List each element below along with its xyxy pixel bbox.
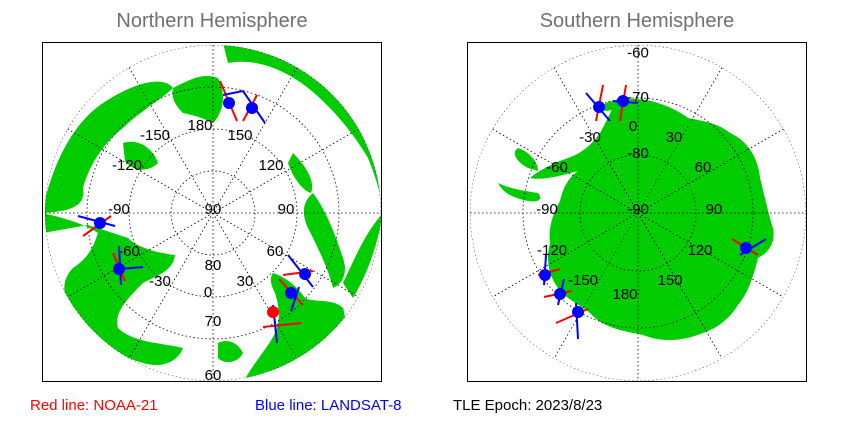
legend-tle-epoch: TLE Epoch: 2023/8/23 — [453, 397, 603, 414]
south-satellite-marker — [731, 238, 767, 256]
north-lon-label: -30 — [149, 273, 171, 290]
south-lat-label: -90 — [627, 201, 649, 218]
north-lat-label: 60 — [205, 367, 222, 383]
north-lon-label: 90 — [278, 201, 295, 218]
south-map-panel: 0 30 -30 60 -60 90 -90 120 -120 150 -150… — [467, 42, 807, 382]
south-lon-label: -150 — [568, 272, 598, 289]
north-satellite-marker — [262, 304, 302, 344]
north-lon-label: 120 — [258, 157, 283, 174]
south-lat-label: -60 — [627, 44, 649, 61]
legend-blue-line: Blue line: LANDSAT-8 — [255, 397, 402, 414]
antarctica-land — [498, 98, 774, 341]
south-satellite-marker — [585, 84, 611, 122]
south-lon-label: 30 — [666, 129, 683, 146]
south-graticule — [470, 45, 806, 381]
north-lat-label: 90 — [205, 201, 222, 218]
north-lon-label: -90 — [108, 201, 130, 218]
south-lon-label: 90 — [706, 201, 723, 218]
south-lon-label: -90 — [536, 201, 558, 218]
north-lon-label: -60 — [118, 243, 140, 260]
south-lon-label: 150 — [657, 272, 682, 289]
south-title: Southern Hemisphere — [539, 10, 735, 32]
north-lat-label: 70 — [205, 313, 222, 330]
south-satellite-marker — [555, 302, 589, 340]
north-satellite-markers — [77, 80, 314, 344]
north-lon-label: 0 — [204, 284, 212, 301]
south-lat-label: -80 — [627, 145, 649, 162]
south-satellite-marker — [612, 84, 639, 122]
north-title: Northern Hemisphere — [116, 10, 308, 32]
north-satellite-marker — [282, 254, 314, 288]
south-lon-label: 60 — [695, 159, 712, 176]
north-lon-label: -120 — [112, 157, 142, 174]
south-lat-label: -70 — [627, 89, 649, 106]
south-lon-label: -120 — [537, 242, 567, 259]
south-lon-label: 120 — [687, 242, 712, 259]
north-lon-label: 60 — [267, 243, 284, 260]
north-lon-label: 30 — [237, 273, 254, 290]
north-satellite-marker — [242, 90, 266, 124]
north-map-panel: 180 150 -150 120 -120 90 -90 60 -60 30 -… — [42, 42, 382, 383]
north-map: 180 150 -150 120 -120 90 -90 60 -60 30 -… — [45, 45, 381, 383]
north-lon-label: -150 — [140, 127, 170, 144]
north-lon-label: 150 — [227, 127, 252, 144]
south-satellite-markers — [537, 84, 767, 340]
south-map: 0 30 -30 60 -60 90 -90 120 -120 150 -150… — [470, 44, 806, 381]
south-lon-label: -60 — [546, 159, 568, 176]
south-lon-label: 0 — [629, 118, 637, 135]
south-satellite-marker — [543, 278, 573, 306]
north-satellite-marker — [219, 80, 244, 122]
north-satellite-marker — [112, 245, 144, 286]
south-satellite-marker — [537, 254, 561, 286]
north-lat-label: 80 — [205, 257, 222, 274]
north-graticule — [45, 45, 381, 381]
north-lon-label: 180 — [187, 117, 212, 134]
south-lon-label: 180 — [612, 286, 637, 303]
legend-red-line: Red line: NOAA-21 — [30, 397, 158, 414]
north-satellite-marker — [278, 278, 304, 312]
south-lon-label: -30 — [579, 129, 601, 146]
north-satellite-marker — [77, 215, 116, 237]
